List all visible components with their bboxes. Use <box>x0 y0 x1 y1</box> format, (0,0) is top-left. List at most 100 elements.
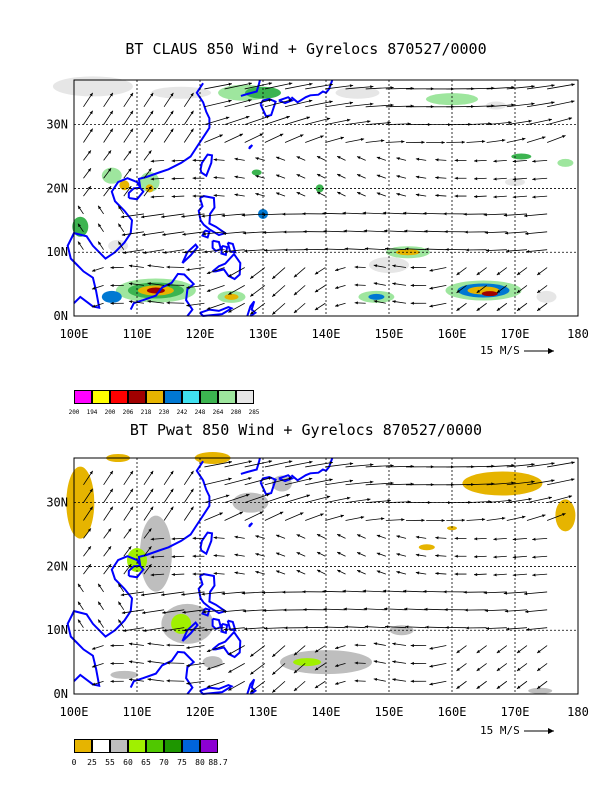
wind-arrow <box>103 185 112 197</box>
wind-arrow <box>476 302 487 312</box>
wind-arrow <box>123 150 132 161</box>
lon-tick-label: 110E <box>123 705 152 719</box>
wind-arrow <box>264 511 284 521</box>
wind-arrow <box>334 662 346 667</box>
wind-arrow <box>365 464 394 468</box>
wind-arrow <box>493 537 507 541</box>
wind-arrow <box>166 283 185 287</box>
lat-tick-label: 20N <box>46 559 68 573</box>
wind-arrow <box>532 159 548 163</box>
wind-arrow <box>83 528 92 539</box>
wind-arrow <box>261 213 286 217</box>
wind-arrow <box>354 265 366 269</box>
wind-arrow <box>526 101 555 108</box>
wind-arrow <box>163 128 174 143</box>
wind-arrow <box>147 282 165 286</box>
wind-arrow <box>110 679 124 683</box>
colorbar-swatch <box>164 390 182 404</box>
wind-arrow <box>284 82 313 90</box>
wind-arrow <box>97 241 104 250</box>
wind-arrow <box>483 591 507 595</box>
colorbar-label: 80 <box>195 758 205 767</box>
pwat-region <box>447 526 457 531</box>
wind-arrow <box>255 157 265 161</box>
wind-arrow <box>465 626 487 630</box>
colorbar-label: 75 <box>177 758 187 767</box>
wind-arrow <box>476 285 487 294</box>
wind-arrow <box>473 555 487 559</box>
lon-tick-label: 170E <box>501 327 530 341</box>
wind-arrow <box>365 139 385 143</box>
wind-arrow <box>343 607 366 611</box>
wind-arrow <box>454 176 467 180</box>
wind-arrow <box>376 192 386 197</box>
wind-arrow <box>303 608 326 612</box>
wind-arrow <box>506 102 535 108</box>
wind-arrow <box>103 167 112 179</box>
wind-arrow <box>163 506 174 521</box>
wind-arrow <box>373 300 386 304</box>
wind-arrow <box>206 302 225 310</box>
wind-arrow <box>97 205 104 215</box>
lon-tick-label: 150E <box>375 705 404 719</box>
wind-arrow <box>213 176 225 180</box>
wind-arrow <box>323 229 346 233</box>
coastline-segment <box>290 457 334 482</box>
wind-arrow <box>429 267 447 272</box>
lon-tick-label: 120E <box>186 705 215 719</box>
lat-tick-label: 10N <box>46 245 68 259</box>
panel2-map: 100E 110E 120E 130E 140E 150E 160E 170E 180 0N 10… <box>46 452 589 737</box>
wind-arrow <box>523 213 548 218</box>
wind-arrow <box>97 619 104 628</box>
wind-arrow <box>150 573 165 577</box>
wind-arrow <box>171 159 185 163</box>
wind-arrow <box>454 158 467 162</box>
wind-arrow <box>244 115 270 126</box>
wind-arrow <box>403 589 427 593</box>
wind-arrow <box>443 590 467 594</box>
wind-arrow <box>456 285 467 294</box>
wind-arrow <box>429 662 447 668</box>
wind-arrow <box>283 608 306 612</box>
coastline-segment <box>246 678 258 695</box>
wind-arrow <box>206 267 225 275</box>
lat-tick-label: 30N <box>46 118 68 132</box>
wind-arrow <box>504 609 527 613</box>
panel1-colorbar <box>74 390 254 404</box>
wind-arrow <box>384 247 407 251</box>
wind-arrow <box>213 193 225 197</box>
pwat-region <box>555 499 576 532</box>
wind-arrow <box>206 663 225 670</box>
lat-tick-label: 30N <box>46 496 68 510</box>
coastline-segment <box>211 239 223 253</box>
colorbar-swatch <box>128 739 146 753</box>
panel2-scale-label: 15 M/S <box>480 724 520 737</box>
wind-arrow <box>325 101 354 108</box>
wind-arrow <box>496 663 508 672</box>
wind-arrow <box>171 194 185 199</box>
wind-arrow <box>396 535 407 539</box>
wind-arrow <box>264 82 293 90</box>
wind-arrow <box>526 136 546 143</box>
wind-arrow <box>344 247 366 251</box>
wind-arrow <box>526 627 548 631</box>
wind-arrow <box>373 678 386 682</box>
colorbar-label: 285 <box>248 409 260 416</box>
wind-arrow <box>546 135 566 143</box>
colorbar-label: 194 <box>86 409 98 416</box>
wind-arrow <box>526 462 555 468</box>
wind-arrow <box>143 167 152 179</box>
wind-arrow <box>249 285 266 297</box>
colorbar-label: 230 <box>158 409 170 416</box>
wind-arrow <box>443 212 467 216</box>
wind-arrow <box>123 185 132 197</box>
wind-arrow <box>224 115 250 126</box>
wind-arrow <box>404 229 427 233</box>
wind-arrow <box>275 534 286 539</box>
wind-arrow <box>103 150 112 161</box>
wind-arrow <box>425 247 447 251</box>
wind-arrow <box>526 514 546 521</box>
wind-arrow <box>234 553 245 557</box>
wind-arrow <box>435 194 447 198</box>
wind-arrow <box>202 609 225 614</box>
